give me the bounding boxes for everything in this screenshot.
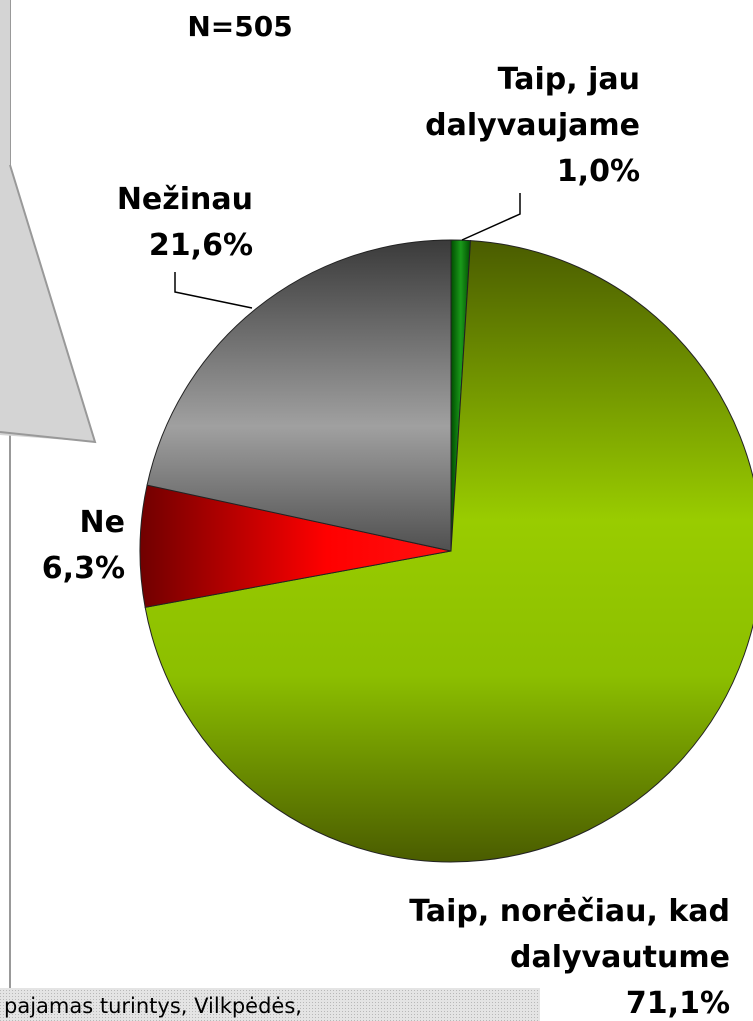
pie-slice <box>146 239 452 552</box>
slice-label: Taip, norėčiau, kad dalyvautume 71,1% <box>330 889 730 1021</box>
slice-name: Nežinau <box>116 182 253 217</box>
chart-title: N=505 <box>187 10 293 43</box>
slice-name: Taip, norėčiau, kad dalyvautume <box>409 894 730 975</box>
callout <box>0 0 95 442</box>
pie-slice <box>144 240 753 863</box>
slice-name: Ne <box>79 505 125 540</box>
slice-value: 21,6% <box>148 228 253 263</box>
leader-line <box>461 193 521 241</box>
slice-name: Taip, jau dalyvaujame <box>425 62 640 143</box>
callout-edge <box>0 164 97 444</box>
slice-value: 1,0% <box>556 154 640 189</box>
slice-value: 71,1% <box>625 986 730 1021</box>
footnote: pajamas turintys, Vilkpėdės, <box>4 994 302 1018</box>
slice-label: Taip, jau dalyvaujame 1,0% <box>390 57 640 195</box>
leader-line <box>174 272 253 309</box>
slice-label: Ne 6,3% <box>5 500 125 592</box>
slice-label: Nežinau 21,6% <box>53 177 253 269</box>
pie-slice <box>139 484 452 608</box>
slice-value: 6,3% <box>41 551 125 586</box>
footer-strip <box>0 988 540 1021</box>
